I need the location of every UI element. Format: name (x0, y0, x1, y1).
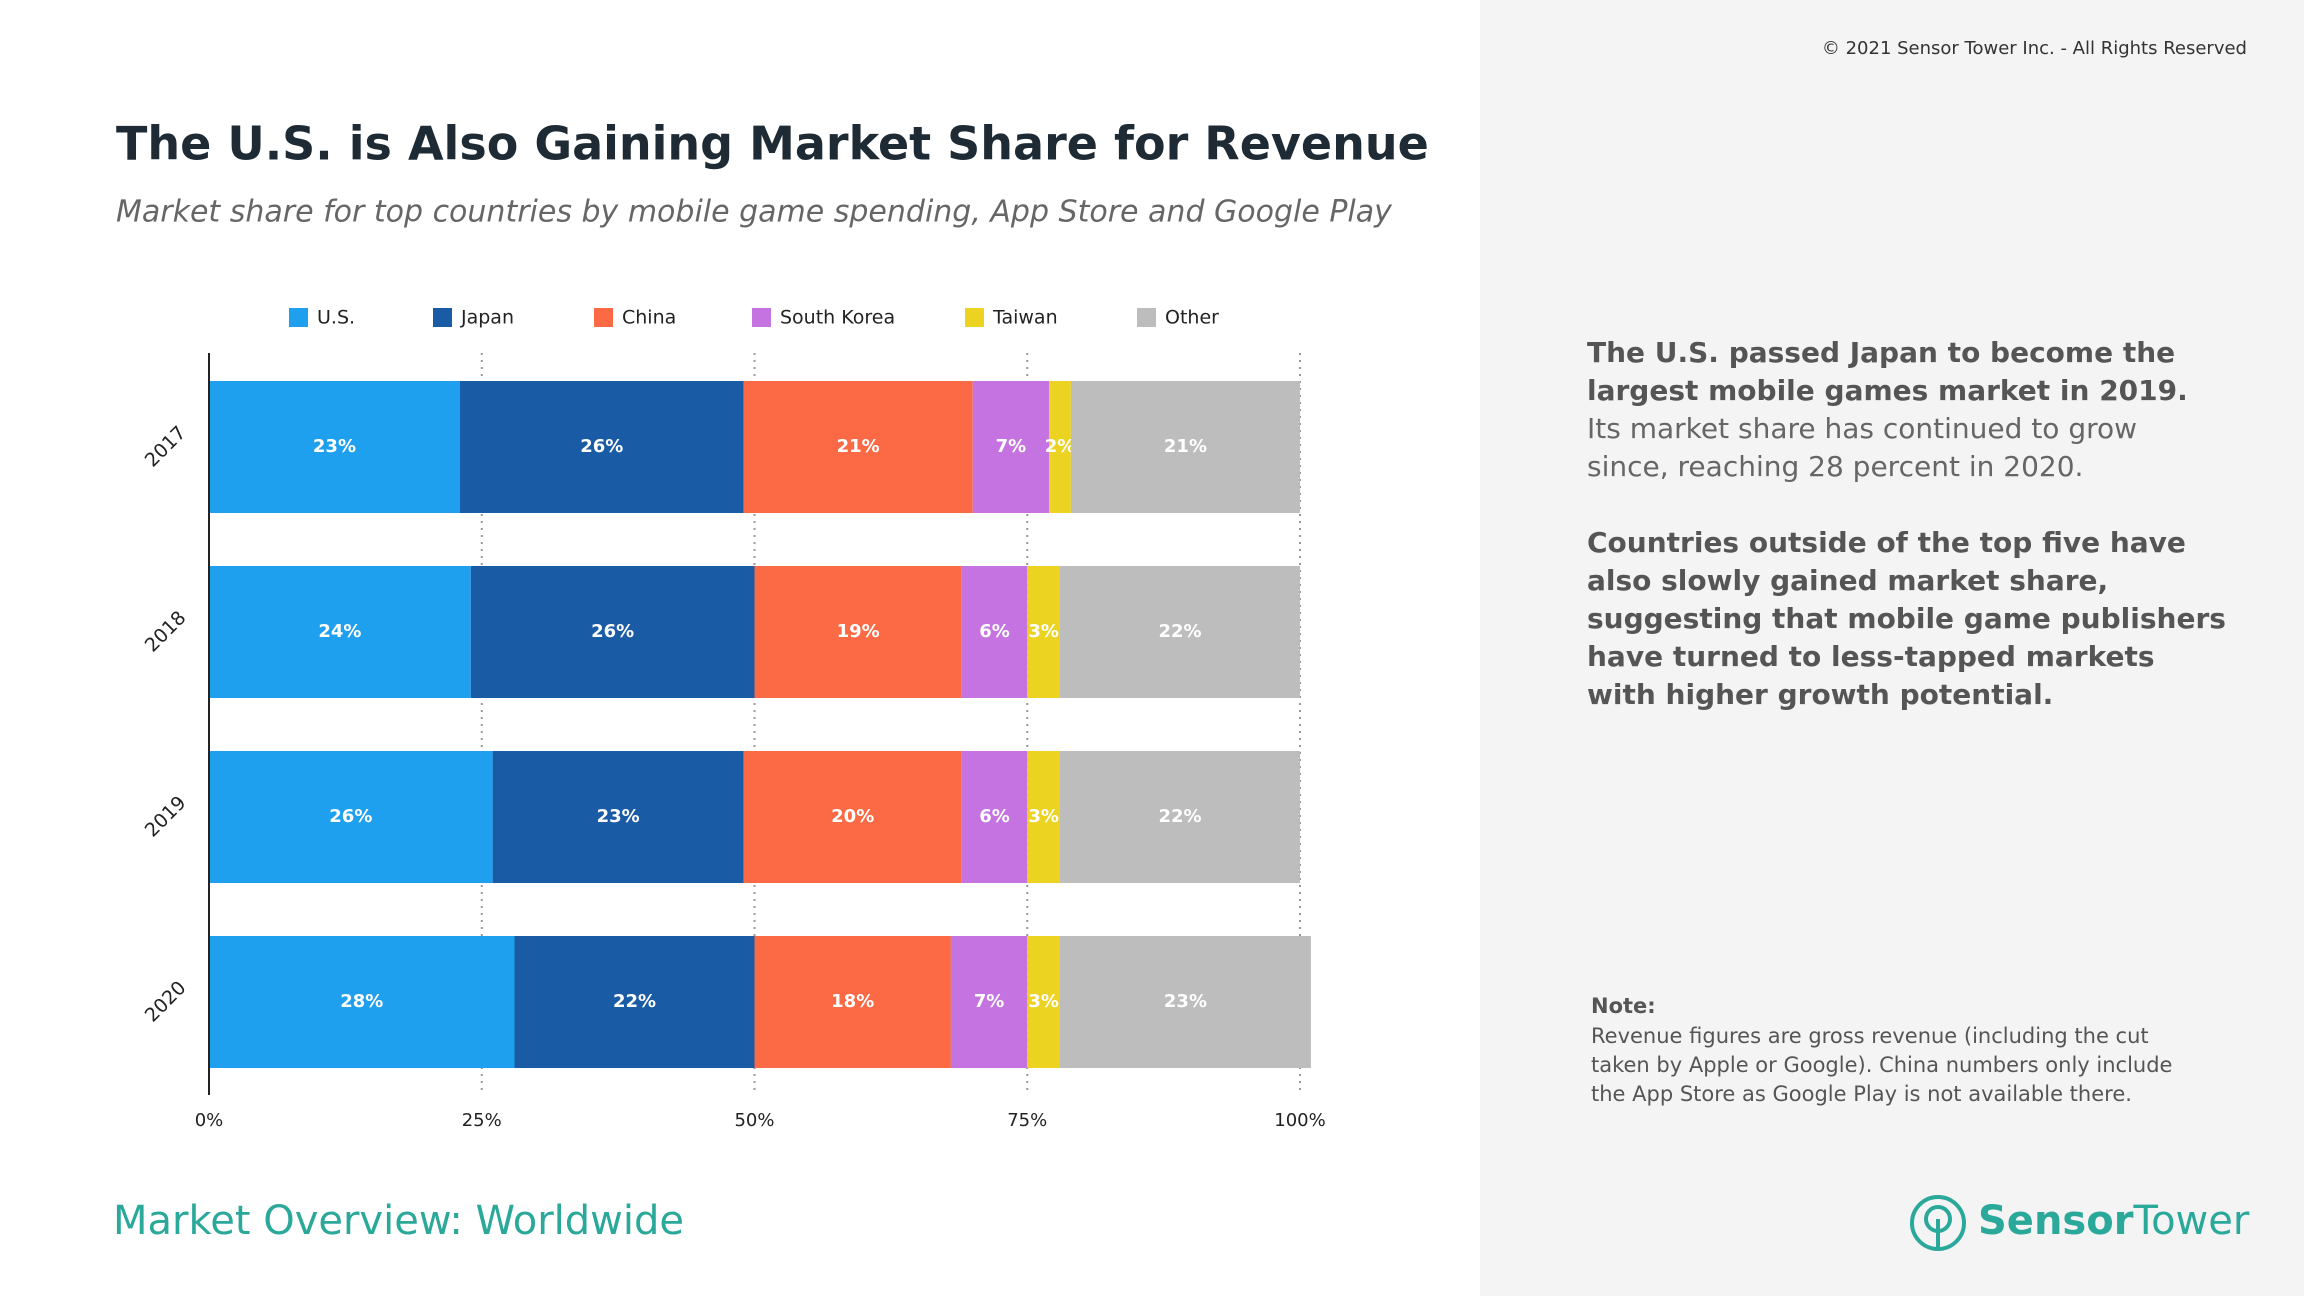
legend-swatch (752, 308, 771, 327)
value-label: 22% (1158, 621, 1201, 642)
bar-segment (1059, 936, 1311, 1068)
logo-light: Tower (2133, 1198, 2250, 1244)
legend-swatch (289, 308, 308, 327)
value-label: 21% (837, 436, 880, 457)
value-label: 23% (1164, 991, 1207, 1012)
bar-segment (950, 936, 1028, 1068)
value-label: 18% (831, 991, 874, 1012)
value-label: 7% (996, 436, 1027, 457)
value-label: 26% (580, 436, 623, 457)
value-label: 24% (318, 621, 361, 642)
y-tick-label: 2019 (141, 792, 191, 842)
value-label: 26% (329, 806, 372, 827)
value-label: 7% (974, 991, 1005, 1012)
section-label: Market Overview: Worldwide (113, 1198, 684, 1244)
bar-segment (209, 381, 460, 513)
value-label: 6% (979, 806, 1010, 827)
bar-segment (1059, 566, 1300, 698)
bar-segment (514, 936, 755, 1068)
x-tick-label: 75% (1007, 1110, 1047, 1131)
x-tick-label: 0% (195, 1110, 224, 1131)
value-label: 28% (340, 991, 383, 1012)
bar-segment (743, 751, 962, 883)
bar-segment (1049, 381, 1071, 513)
side-bold: The U.S. passed Japan to become the larg… (1587, 336, 2188, 407)
logo-icon (1910, 1195, 1966, 1251)
legend-swatch (965, 308, 984, 327)
legend-swatch (433, 308, 452, 327)
bar-segment (470, 566, 755, 698)
bar-segment (754, 566, 962, 698)
value-label: 22% (613, 991, 656, 1012)
value-label: 26% (591, 621, 634, 642)
x-tick-label: 50% (734, 1110, 774, 1131)
bar-segment (1027, 751, 1060, 883)
value-label: 3% (1028, 806, 1059, 827)
bar-segment (209, 751, 493, 883)
side-text: Its market share has continued to grow s… (1587, 412, 2138, 483)
x-tick-label: 100% (1274, 1110, 1325, 1131)
bar-segment (972, 381, 1050, 513)
legend-label: Japan (460, 307, 514, 329)
value-label: 3% (1028, 621, 1059, 642)
chart-title: The U.S. is Also Gaining Market Share fo… (116, 117, 1429, 171)
logo: SensorTower (1978, 1198, 2249, 1244)
x-tick-label: 25% (462, 1110, 502, 1131)
note-title: Note: (1591, 994, 1656, 1018)
bar-segment (1027, 566, 1060, 698)
value-label: 19% (837, 621, 880, 642)
value-label: 22% (1158, 806, 1201, 827)
bar-segment (209, 566, 471, 698)
side-paragraph: Countries outside of the top five have a… (1587, 524, 2227, 714)
copyright: © 2021 Sensor Tower Inc. - All Rights Re… (1821, 38, 2247, 59)
legend-swatch (594, 308, 613, 327)
legend-label: Other (1165, 307, 1219, 329)
value-label: 21% (1164, 436, 1207, 457)
value-label: 23% (597, 806, 640, 827)
bar-segment (961, 751, 1028, 883)
value-label: 3% (1028, 991, 1059, 1012)
bar-segment (492, 751, 744, 883)
y-tick-label: 2018 (141, 607, 191, 657)
bar-segment (754, 936, 951, 1068)
y-tick-label: 2017 (141, 422, 191, 472)
note: Revenue figures are gross revenue (inclu… (1591, 1024, 2173, 1106)
value-label: 2% (1045, 436, 1076, 457)
legend-swatch (1137, 308, 1156, 327)
bar-segment (961, 566, 1028, 698)
bar-segment (1059, 751, 1300, 883)
value-label: 20% (831, 806, 874, 827)
chart-subtitle: Market share for top countries by mobile… (116, 195, 1393, 230)
side-paragraph: The U.S. passed Japan to become the larg… (1587, 334, 2227, 486)
legend-label: U.S. (317, 307, 355, 329)
legend-label: Taiwan (992, 307, 1058, 329)
bar-segment (209, 936, 515, 1068)
value-label: 23% (313, 436, 356, 457)
legend-label: China (622, 307, 676, 329)
bar-segment (743, 381, 973, 513)
value-label: 6% (979, 621, 1010, 642)
bar-segment (1027, 936, 1060, 1068)
logo-bold: Sensor (1978, 1198, 2134, 1244)
y-tick-label: 2020 (141, 977, 191, 1027)
side-bold: Countries outside of the top five have a… (1587, 526, 2226, 711)
bar-segment (459, 381, 744, 513)
chart: The U.S. is Also Gaining Market Share fo… (116, 117, 1429, 1132)
legend-label: South Korea (780, 307, 895, 329)
bar-segment (1070, 381, 1300, 513)
side-panel (1480, 0, 2304, 1296)
